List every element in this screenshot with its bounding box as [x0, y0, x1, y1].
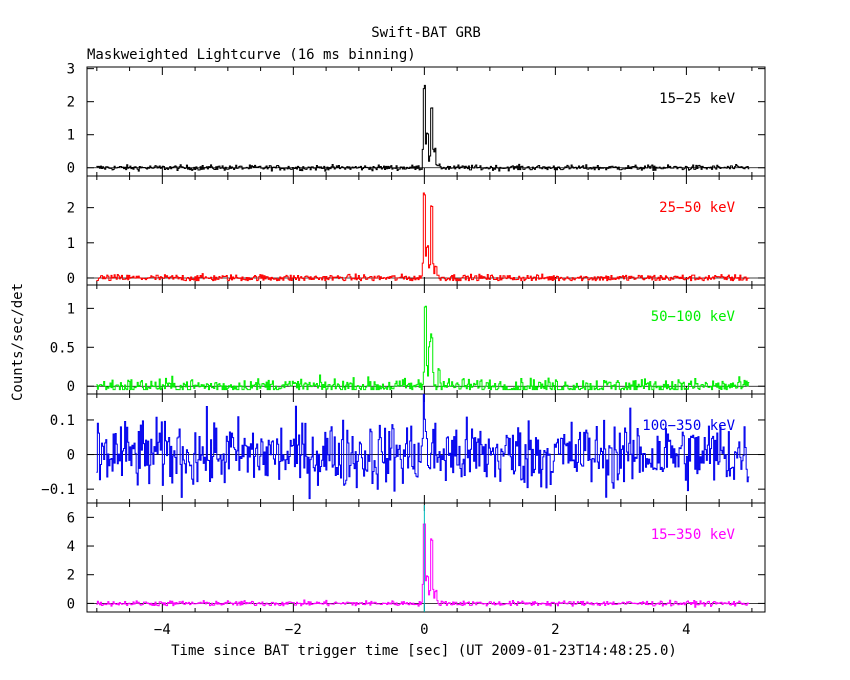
chart-subtitle: Maskweighted Lightcurve (16 ms binning) — [87, 47, 416, 63]
y-tick-label: 2 — [67, 568, 75, 584]
x-axis-label: Time since BAT trigger time [sec] (UT 20… — [171, 643, 677, 659]
series-label: 50−100 keV — [651, 309, 736, 325]
x-tick-label: 2 — [551, 622, 559, 638]
x-tick-label: −4 — [154, 622, 171, 638]
y-tick-label: 0 — [67, 448, 75, 464]
y-tick-label: 2 — [67, 201, 75, 217]
y-tick-label: 1 — [67, 236, 75, 252]
x-tick-label: 4 — [682, 622, 690, 638]
y-tick-label: 4 — [67, 539, 75, 555]
series-label: 15−25 keV — [659, 91, 735, 107]
panel-5: 0 2 4 6 15−350 keV −4 −2 0 2 4 — [67, 502, 766, 638]
panel-frame — [86, 393, 766, 504]
series-line — [96, 393, 750, 500]
panel-3: 0 0.5 1 50−100 keV — [50, 284, 766, 395]
x-tick-label: −2 — [285, 622, 302, 638]
panel-frame — [86, 66, 766, 177]
y-tick-label: 0 — [67, 271, 75, 287]
y-axis-label: Counts/sec/det — [10, 283, 26, 401]
panel-4: −0.1 0 0.1 100−350 keV — [41, 393, 766, 504]
y-tick-label: 3 — [67, 62, 75, 78]
y-tick-label: 1 — [67, 128, 75, 144]
y-tick-label: −0.1 — [41, 482, 75, 498]
y-tick-label: 2 — [67, 95, 75, 111]
panel-1: 0 1 2 3 15−25 keV — [67, 62, 766, 177]
series-line — [96, 192, 750, 282]
panel-frame — [86, 175, 766, 286]
y-tick-label: 0 — [67, 161, 75, 177]
series-line — [96, 305, 750, 391]
y-tick-label: 0 — [67, 379, 75, 395]
y-tick-label: 0 — [67, 596, 75, 612]
series-label: 15−350 keV — [651, 527, 736, 543]
panel-2: 0 1 2 25−50 keV — [67, 175, 766, 287]
series-label: 100−350 keV — [642, 418, 735, 434]
y-tick-label: 6 — [67, 510, 75, 526]
x-tick-label: 0 — [420, 622, 428, 638]
panel-frame — [86, 502, 766, 613]
y-tick-label: 1 — [67, 301, 75, 317]
y-tick-label: 0.1 — [50, 413, 75, 429]
chart-title: Swift-BAT GRB — [371, 25, 481, 41]
y-tick-label: 0.5 — [50, 340, 75, 356]
series-line — [96, 84, 750, 172]
series-line — [96, 523, 750, 608]
panels-group: 0 1 2 3 15−25 keV 0 1 2 25−50 keV 0 0.5 1 50−100 keV… — [41, 62, 766, 638]
series-label: 25−50 keV — [659, 200, 735, 216]
